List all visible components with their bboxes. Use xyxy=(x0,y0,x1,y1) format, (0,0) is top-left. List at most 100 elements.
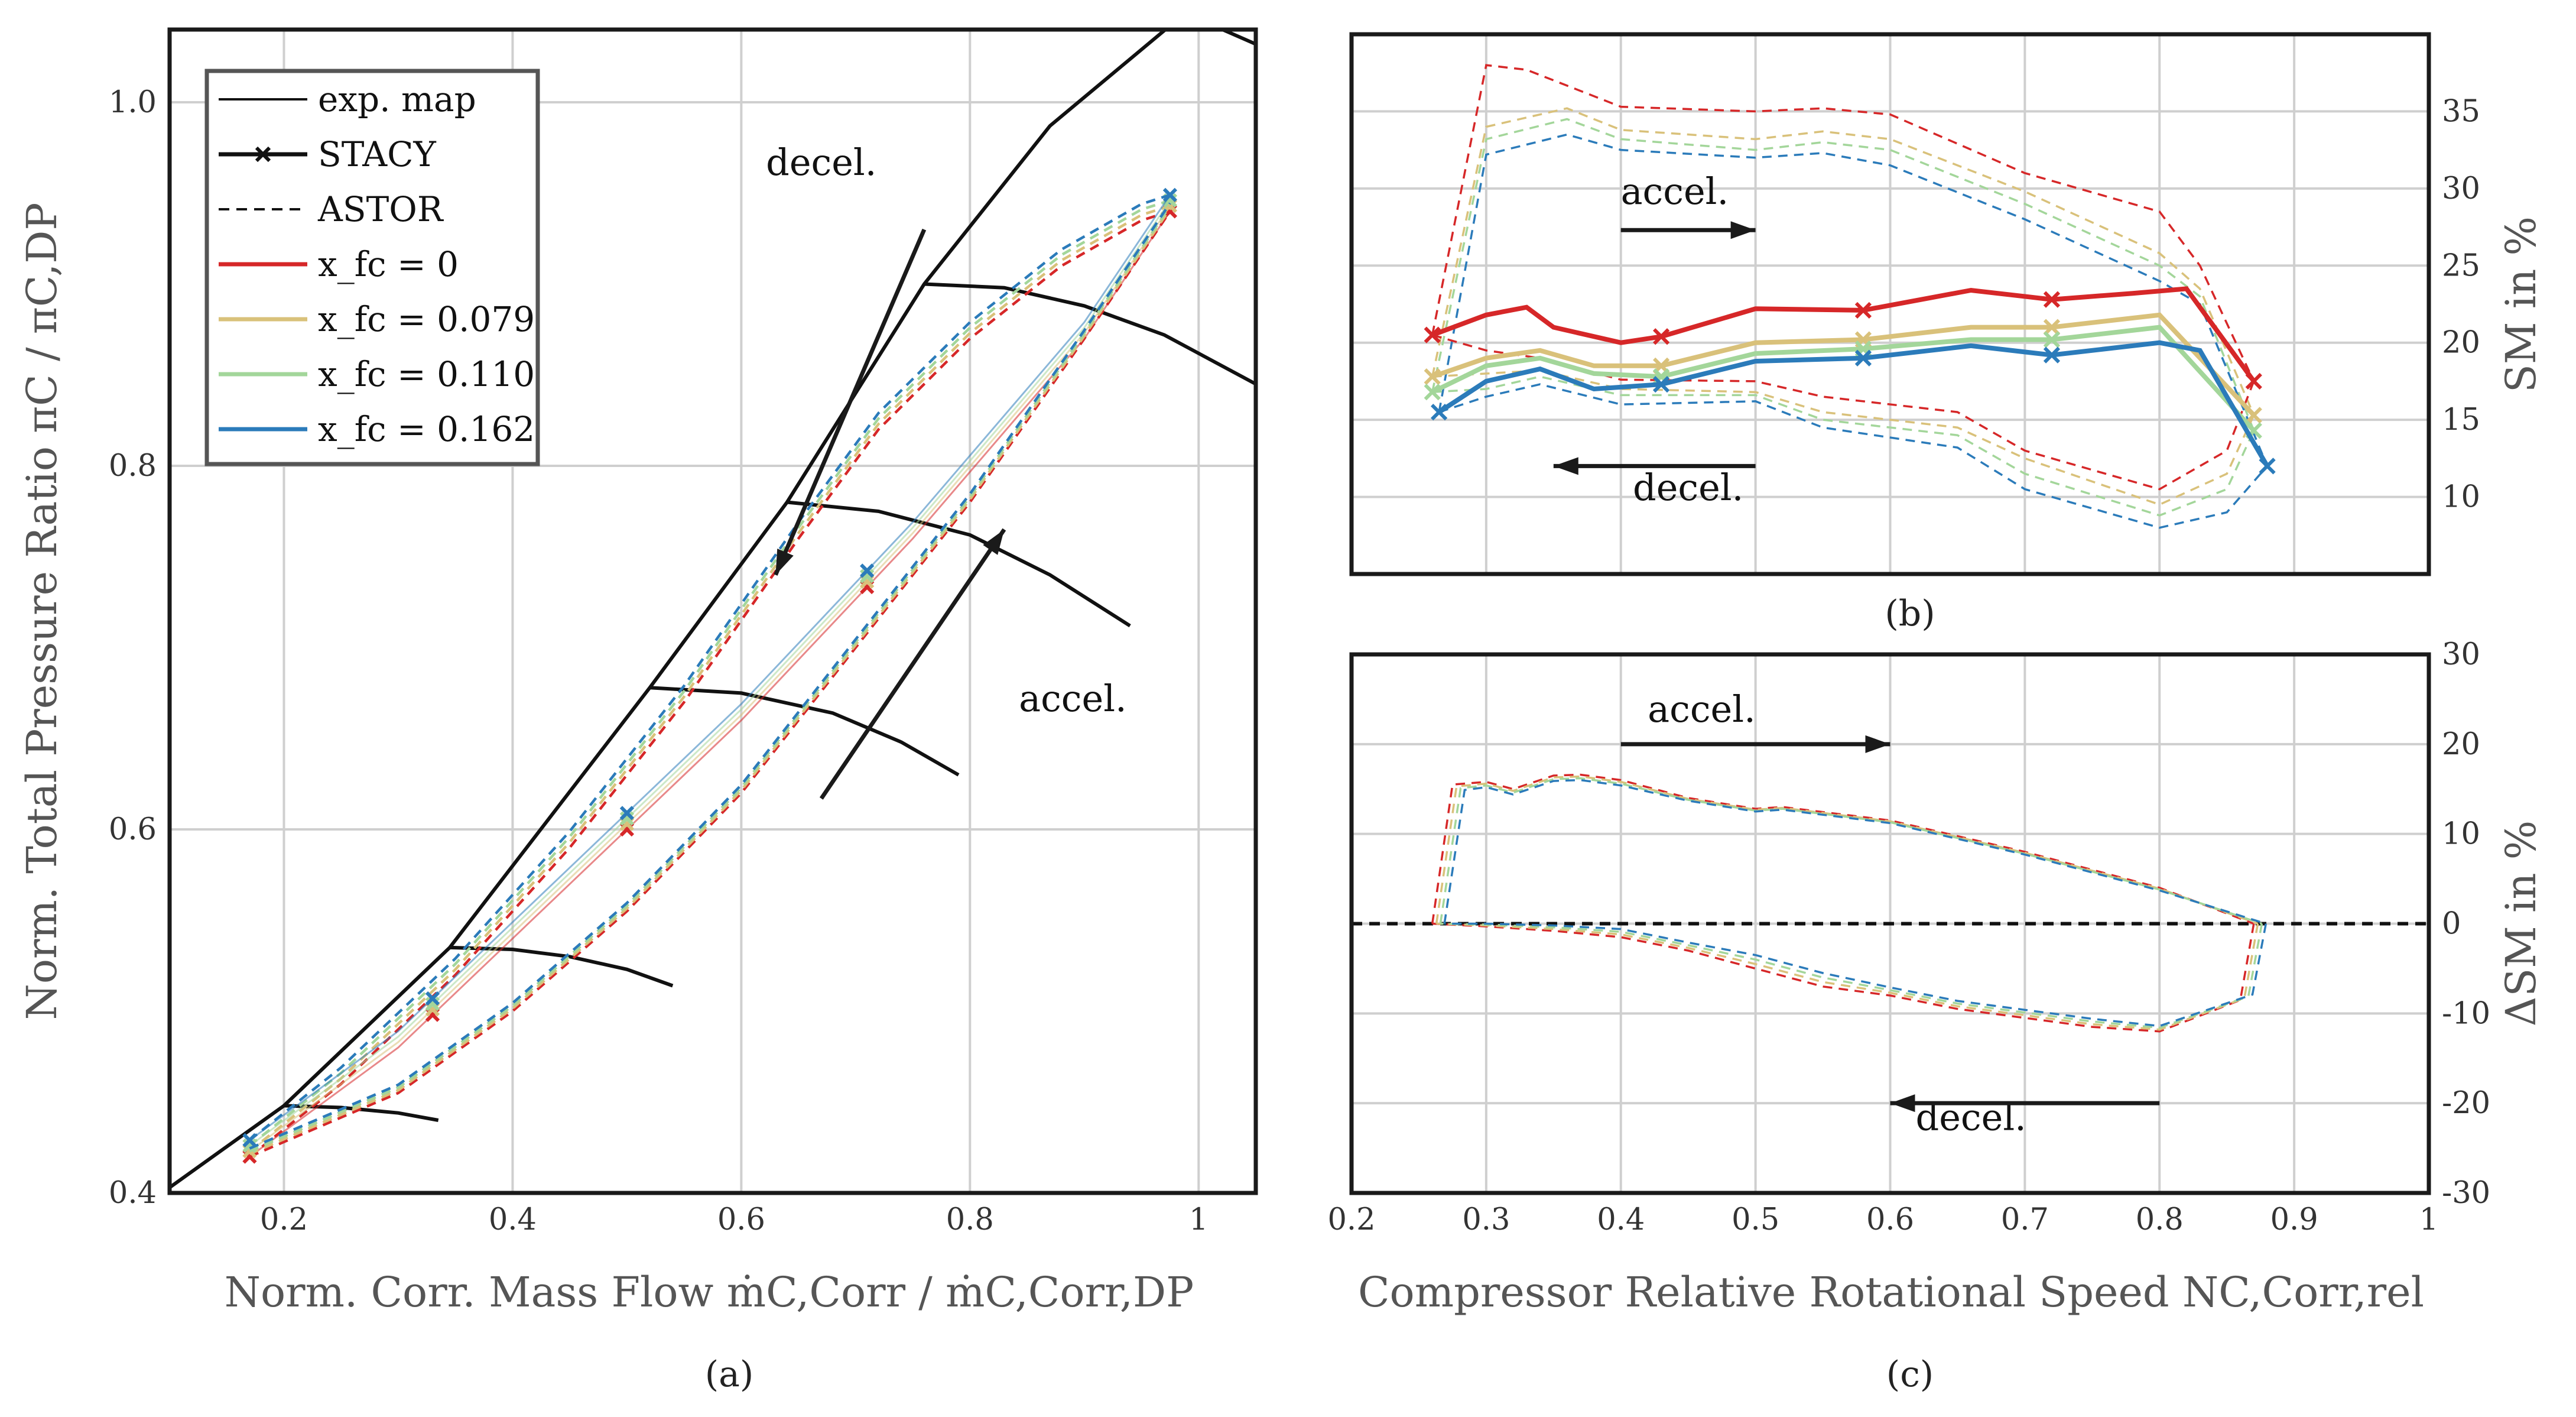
x-tick-label: 1 xyxy=(1189,1202,1208,1237)
panel-c-frame xyxy=(1349,652,2431,1195)
annotation-arrow-head xyxy=(1730,221,1756,239)
y-tick-label: 20 xyxy=(2442,727,2480,762)
panel-a-chart: 0.2 0.4 0.6 0.8 1 0.4 0.6 0.8 1.0 Norm. Corr. M… xyxy=(18,27,1258,1395)
panel-b-frame xyxy=(1349,32,2431,576)
y-tick-label: -10 xyxy=(2442,996,2490,1031)
delta-decel-line xyxy=(1444,922,2268,1027)
annotation-arrow xyxy=(1553,457,1756,475)
surge-line xyxy=(170,30,1168,1189)
panel-c-y-ticks: -30 -20 -10 0 10 20 30 xyxy=(2442,637,2490,1211)
panel-b-y-label: SM in % xyxy=(2497,216,2545,393)
annotation-arrow-head xyxy=(775,548,794,575)
y-tick-label: 0 xyxy=(2442,907,2461,942)
stacy-marker-stroke xyxy=(1430,403,1448,421)
panel-b-y-ticks: 10 15 20 25 30 35 xyxy=(2442,94,2480,514)
annotation-arrow-shaft xyxy=(819,528,1006,800)
y-tick-label: 0.4 xyxy=(109,1176,157,1211)
panel-a-letter: (a) xyxy=(705,1354,754,1395)
panel-b-annotations: accel. decel. xyxy=(1553,170,1756,509)
stacy-marker-stroke xyxy=(1424,326,1441,343)
panel-c-x-label: Compressor Relative Rotational Speed NC,… xyxy=(1358,1268,2424,1317)
stacy-marker xyxy=(860,563,875,578)
panel-c-x-ticks: 0.2 0.3 0.4 0.5 0.6 0.7 0.8 0.9 1 xyxy=(1327,1202,2438,1237)
y-tick-label: 30 xyxy=(2442,637,2480,672)
panel-b-plot xyxy=(1424,64,2276,529)
legend-label: x_fc = 0.110 xyxy=(318,354,535,394)
panel-a-x-label: Norm. Corr. Mass Flow ṁC,Corr / ṁC,Corr,… xyxy=(225,1268,1194,1317)
stacy-marker-stroke xyxy=(2245,372,2262,390)
stacy-marker-stroke xyxy=(2245,407,2262,424)
delta-decel-line xyxy=(1436,922,2259,1031)
y-tick-label: 1.0 xyxy=(109,85,157,120)
stacy-marker-stroke xyxy=(242,1133,257,1147)
legend-label: x_fc = 0.162 xyxy=(318,409,535,449)
legend-label: x_fc = 0 xyxy=(318,244,459,284)
legend-label: ASTOR xyxy=(317,189,444,229)
speed-line xyxy=(1218,30,1256,46)
astor-accel-line xyxy=(249,202,1171,1150)
stacy-marker xyxy=(242,1133,257,1147)
astor-accel-line xyxy=(249,205,1171,1153)
panel-a-x-ticks: 0.2 0.4 0.6 0.8 1 xyxy=(260,1202,1209,1237)
stacy-marker-stroke xyxy=(2043,346,2061,364)
stacy-marker-stroke xyxy=(1652,328,1670,345)
legend-label: x_fc = 0.079 xyxy=(318,299,535,339)
stacy-marker xyxy=(1430,403,1448,421)
stacy-marker xyxy=(1652,328,1670,345)
legend-label: exp. map xyxy=(318,79,476,119)
x-tick-label: 0.9 xyxy=(2270,1202,2318,1237)
stacy-marker-stroke xyxy=(2043,319,2061,336)
x-tick-label: 0.2 xyxy=(260,1202,308,1237)
stacy-marker-stroke xyxy=(2259,458,2276,475)
stacy-marker-stroke xyxy=(1424,384,1441,401)
panel-b-grid xyxy=(1352,34,2429,574)
stacy-line xyxy=(1431,312,2256,417)
legend-marker-stroke xyxy=(255,146,271,163)
stacy-marker xyxy=(2043,291,2061,308)
annotation-arrow-shaft xyxy=(774,228,927,576)
stacy-marker xyxy=(2043,319,2061,336)
astor-accel-line xyxy=(1431,118,2255,432)
stacy-marker xyxy=(425,991,440,1006)
x-tick-label: 0.7 xyxy=(2001,1202,2049,1237)
annotation-arrow xyxy=(1620,221,1756,239)
annotation-arrow-head xyxy=(983,529,1005,555)
stacy-line xyxy=(1431,325,2256,433)
stacy-marker xyxy=(2043,346,2061,364)
x-tick-label: 0.5 xyxy=(1732,1202,1779,1237)
delta-accel-line xyxy=(1435,775,2259,925)
x-tick-label: 0.3 xyxy=(1462,1202,1510,1237)
astor-decel-line xyxy=(249,210,1171,1158)
annotation-text: accel. xyxy=(1648,688,1756,731)
panel-a-y-ticks: 0.4 0.6 0.8 1.0 xyxy=(109,85,157,1211)
stacy-marker-stroke xyxy=(1162,187,1178,202)
panel-c-plot xyxy=(1352,773,2429,1033)
stacy-marker xyxy=(1424,384,1441,401)
stacy-marker xyxy=(1424,326,1441,343)
y-tick-label: 10 xyxy=(2442,480,2480,515)
stacy-marker-stroke xyxy=(2043,291,2061,308)
panel-a-annotations: decel. accel. xyxy=(766,141,1127,800)
y-tick-label: 10 xyxy=(2442,817,2480,852)
x-tick-label: 1 xyxy=(2419,1202,2438,1237)
stacy-marker xyxy=(2245,407,2262,424)
y-tick-label: 25 xyxy=(2442,248,2480,283)
astor-decel-line xyxy=(1438,383,2268,529)
y-tick-label: 30 xyxy=(2442,171,2480,206)
annotation-text: decel. xyxy=(1633,466,1743,509)
stacy-marker-stroke xyxy=(425,991,440,1006)
panel-b-letter: (b) xyxy=(1885,593,1935,634)
stacy-line xyxy=(1431,286,2256,383)
astor-decel-line xyxy=(1432,369,2255,506)
speed-line xyxy=(787,500,1131,628)
panel-a-y-label: Norm. Total Pressure Ratio πC / πC,DP xyxy=(18,203,66,1020)
stacy-marker xyxy=(2245,372,2262,390)
legend-box xyxy=(204,69,540,466)
stacy-marker-stroke xyxy=(1854,349,1872,367)
annotation-arrow-head xyxy=(1865,735,1890,753)
y-tick-label: 15 xyxy=(2442,403,2480,437)
delta-decel-line xyxy=(1440,922,2263,1029)
x-tick-label: 0.6 xyxy=(1866,1202,1914,1237)
panel-c-letter: (c) xyxy=(1886,1354,1934,1395)
annotation-text: accel. xyxy=(1621,170,1729,213)
